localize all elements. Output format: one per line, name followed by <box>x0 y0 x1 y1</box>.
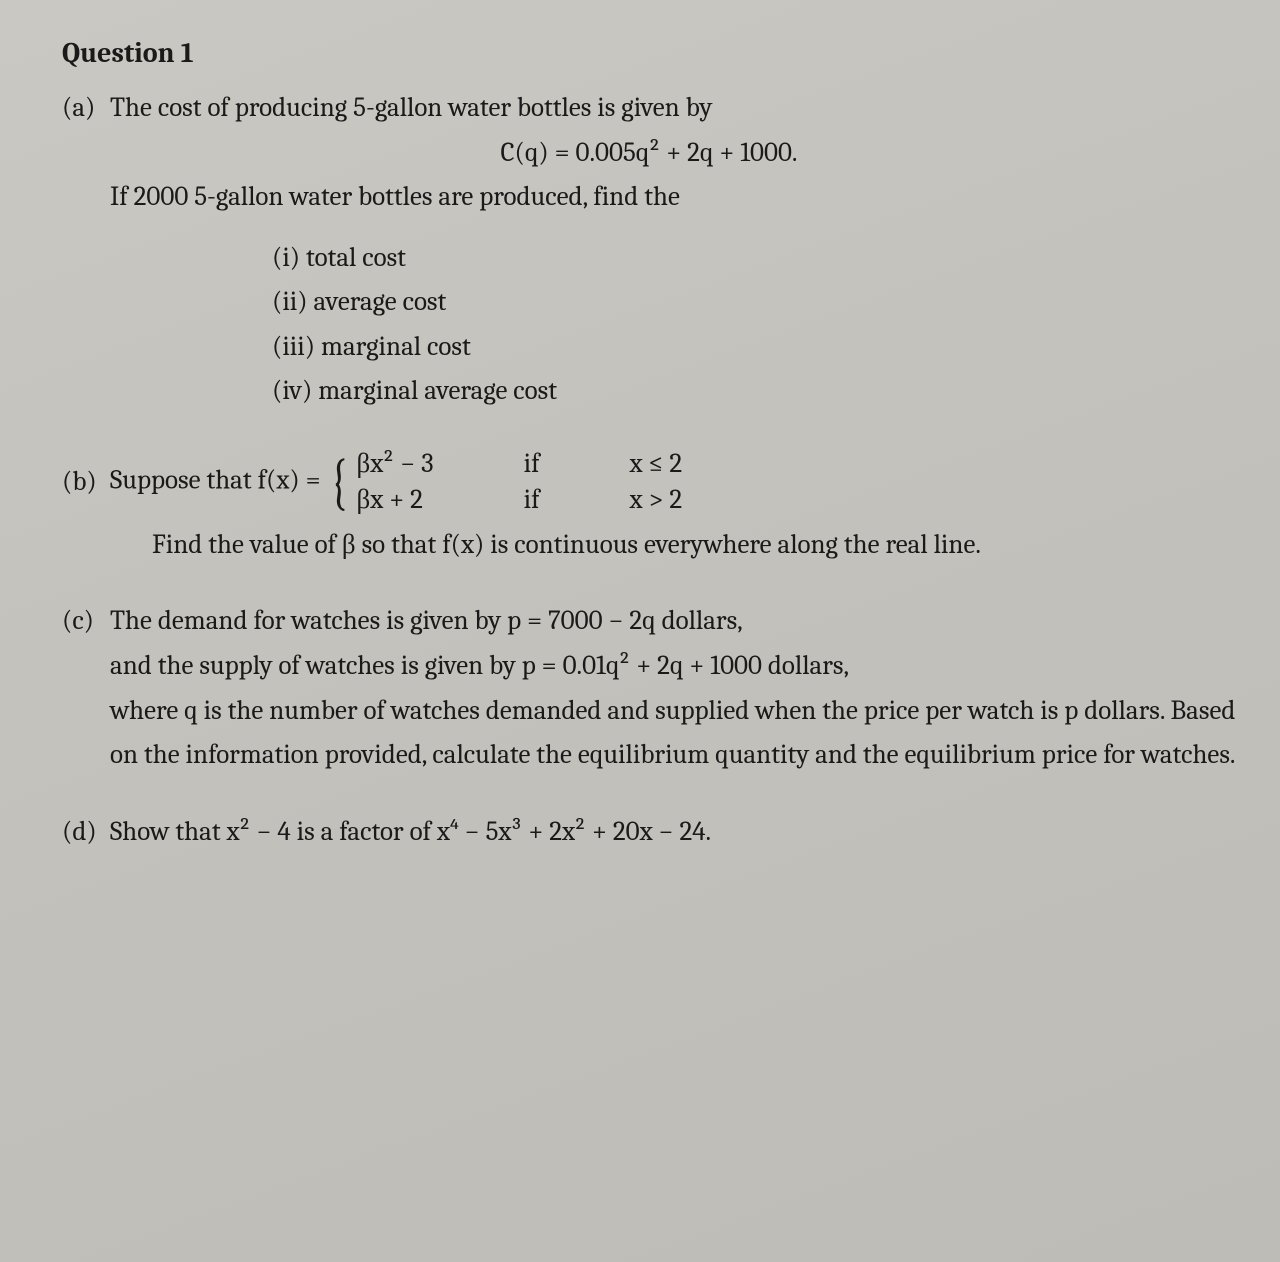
case1-cond: x ≤ 2 <box>630 446 683 482</box>
cost-equation: C(q) = 0.005q² + 2q + 1000. <box>62 131 1236 176</box>
case1-if: if <box>524 446 540 482</box>
part-a: (a) The cost of producing 5-gallon water… <box>62 86 1236 131</box>
part-d-label: (d) <box>62 810 110 855</box>
case2-expr: βx + 2 <box>357 482 434 518</box>
part-a-if-line: If 2000 5-gallon water bottles are produ… <box>110 175 1236 220</box>
part-c-line1: The demand for watches is given by p = 7… <box>110 599 1236 644</box>
left-brace-icon: { <box>330 453 347 511</box>
piecewise-fn: { βx² − 3 if x ≤ 2 βx + 2 if x > 2 <box>327 446 683 519</box>
case2-cond: x > 2 <box>630 482 683 518</box>
part-a-label: (a) <box>62 86 110 131</box>
cost-fn-lhs: C(q) <box>501 137 549 168</box>
part-c-line3: where q is the number of watches demande… <box>110 689 1236 778</box>
part-c-line2: and the supply of watches is given by p … <box>110 644 1236 689</box>
part-a-body: The cost of producing 5-gallon water bot… <box>110 86 1236 131</box>
case1-expr: βx² − 3 <box>357 446 434 482</box>
case2-if: if <box>524 482 540 518</box>
part-c-label: (c) <box>62 599 110 644</box>
sub-iv: (iv) marginal average cost <box>272 369 1236 414</box>
part-d: (d) Show that x² − 4 is a factor of x⁴ −… <box>62 810 1236 855</box>
piecewise-cases: βx² − 3 if x ≤ 2 βx + 2 if x > 2 <box>357 446 683 519</box>
part-c-body: The demand for watches is given by p = 7… <box>110 599 1236 777</box>
part-c: (c) The demand for watches is given by p… <box>62 599 1236 777</box>
part-b-follow: Find the value of β so that f(x) is cont… <box>152 523 1236 568</box>
part-d-body: Show that x² − 4 is a factor of x⁴ − 5x³… <box>110 810 1236 855</box>
part-b-prefix: Suppose that f(x) = <box>110 465 327 496</box>
sub-i: (i) total cost <box>272 236 1236 281</box>
part-a-intro: The cost of producing 5-gallon water bot… <box>110 86 1236 131</box>
part-d-text: Show that x² − 4 is a factor of x⁴ − 5x³… <box>110 816 711 847</box>
part-b-label: (b) <box>62 460 110 505</box>
cost-fn-rhs: 0.005q² + 2q + 1000. <box>576 137 798 168</box>
question-title: Question 1 <box>62 30 1236 76</box>
exam-page: Question 1 (a) The cost of producing 5-g… <box>0 0 1280 1262</box>
sub-iii: (iii) marginal cost <box>272 325 1236 370</box>
part-b-body: Suppose that f(x) = { βx² − 3 if x ≤ 2 β… <box>110 446 1236 519</box>
cost-fn-eq: = <box>549 137 576 168</box>
part-b: (b) Suppose that f(x) = { βx² − 3 if x ≤… <box>62 446 1236 519</box>
sub-ii: (ii) average cost <box>272 280 1236 325</box>
